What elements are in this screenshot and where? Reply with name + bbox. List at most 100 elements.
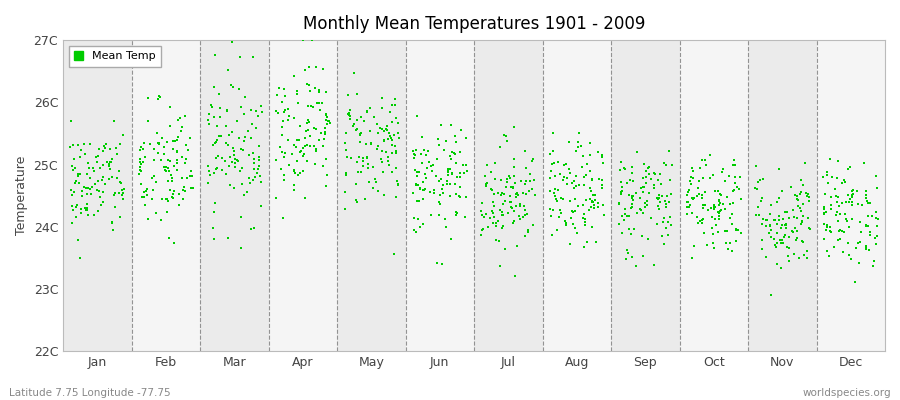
Point	[762, 222, 777, 228]
Point	[274, 166, 289, 172]
Point	[158, 150, 172, 157]
Point	[681, 198, 696, 205]
Point	[618, 211, 633, 217]
Point	[427, 187, 441, 194]
Point	[353, 132, 367, 138]
Point	[140, 186, 155, 192]
Point	[80, 212, 94, 218]
Point	[389, 150, 403, 156]
Point	[552, 214, 566, 220]
Point	[453, 184, 467, 190]
Point	[499, 198, 513, 204]
Point	[115, 192, 130, 198]
Point	[254, 203, 268, 209]
Point	[695, 195, 709, 201]
Point	[618, 165, 633, 172]
Point	[310, 148, 324, 154]
Point	[74, 147, 88, 153]
Bar	[543, 40, 611, 351]
Point	[340, 154, 355, 160]
Point	[798, 190, 813, 196]
Point	[755, 237, 770, 244]
Point	[543, 206, 557, 213]
Point	[770, 260, 784, 267]
Point	[103, 158, 117, 165]
Point	[651, 195, 665, 202]
Point	[651, 195, 665, 201]
Point	[293, 149, 308, 155]
Point	[794, 176, 808, 183]
Point	[516, 190, 530, 196]
Point	[579, 197, 593, 203]
Point	[622, 212, 636, 219]
Point	[727, 187, 742, 193]
Point	[696, 216, 710, 222]
Point	[576, 211, 590, 218]
Point	[354, 168, 368, 175]
Point	[756, 216, 770, 222]
Point	[625, 164, 639, 170]
Point	[453, 149, 467, 156]
Point	[77, 205, 92, 211]
Point	[790, 228, 805, 235]
Point	[637, 160, 652, 167]
Point	[483, 215, 498, 221]
Point	[595, 152, 609, 158]
Point	[431, 136, 446, 142]
Point	[356, 155, 370, 162]
Point	[249, 108, 264, 114]
Point	[252, 163, 266, 170]
Point	[869, 172, 884, 179]
Point	[360, 108, 374, 114]
Point	[183, 173, 197, 179]
Point	[526, 176, 541, 183]
Point	[86, 212, 101, 218]
Point	[390, 178, 404, 184]
Point	[158, 196, 173, 203]
Point	[244, 106, 258, 113]
Point	[831, 158, 845, 164]
Point	[778, 208, 792, 215]
Point	[585, 177, 599, 184]
Point	[580, 238, 594, 245]
Point	[549, 196, 563, 202]
Point	[406, 190, 420, 196]
Point	[275, 215, 290, 221]
Point	[385, 102, 400, 108]
Point	[99, 141, 113, 148]
Point	[209, 166, 223, 172]
Point	[387, 143, 401, 149]
Point	[248, 124, 263, 131]
Point	[591, 149, 606, 155]
Point	[475, 200, 490, 206]
Point	[302, 119, 316, 125]
Point	[104, 159, 119, 166]
Point	[775, 188, 789, 194]
Point	[70, 142, 85, 148]
Point	[823, 223, 837, 230]
Point	[553, 171, 567, 178]
Point	[212, 114, 227, 121]
Point	[615, 188, 629, 195]
Point	[178, 160, 193, 166]
Point	[447, 150, 462, 156]
Point	[97, 181, 112, 187]
Point	[733, 174, 747, 180]
Point	[483, 169, 498, 176]
Point	[559, 220, 573, 226]
Point	[521, 228, 535, 235]
Point	[275, 132, 290, 139]
Point	[759, 223, 773, 230]
Point	[753, 198, 768, 204]
Point	[155, 135, 169, 141]
Point	[80, 205, 94, 211]
Point	[382, 130, 397, 136]
Point	[417, 187, 431, 194]
Point	[690, 214, 705, 220]
Point	[171, 134, 185, 140]
Point	[67, 156, 81, 163]
Point	[614, 178, 628, 185]
Point	[149, 130, 164, 136]
Point	[832, 227, 847, 233]
Point	[170, 167, 184, 174]
